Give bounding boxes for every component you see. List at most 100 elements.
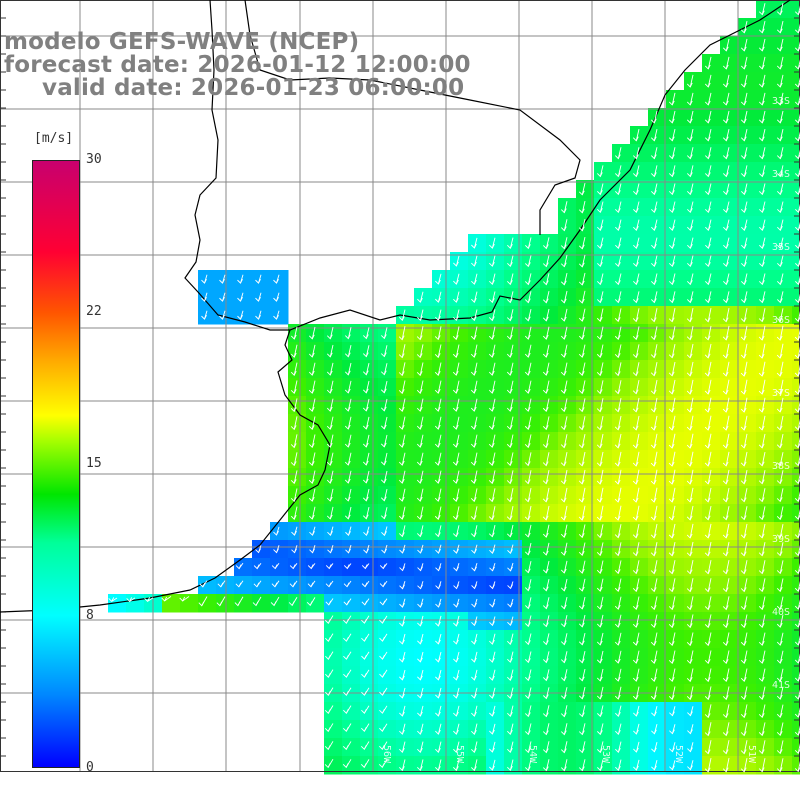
wind-arrow (383, 416, 388, 429)
wind-arrow (707, 128, 712, 141)
wind-arrow-head (290, 407, 297, 413)
wind-arrow-head (668, 677, 675, 683)
wind-arrow-head (542, 586, 549, 592)
wind-speed-cell (720, 252, 739, 271)
wind-speed-cell (558, 540, 577, 559)
wind-arrow-head (777, 226, 783, 231)
wind-speed-cell (594, 504, 613, 523)
wind-speed-cell (468, 522, 487, 541)
wind-arrow-head (669, 711, 675, 717)
wind-speed-cell (522, 666, 541, 685)
wind-arrow (707, 56, 712, 70)
wind-speed-cell (594, 612, 613, 631)
wind-speed-cell (432, 612, 451, 631)
wind-arrow-head (542, 425, 549, 431)
wind-arrow (653, 469, 658, 485)
wind-arrow (473, 362, 478, 376)
wind-arrow-head (596, 586, 603, 592)
wind-speed-cell (378, 378, 397, 397)
wind-speed-cell (576, 630, 595, 649)
wind-arrow-head (417, 621, 423, 627)
wind-speed-cell (792, 252, 800, 271)
wind-arrow-head (435, 279, 441, 285)
wind-arrow-head (453, 748, 459, 753)
wind-arrow-head (722, 64, 729, 70)
wind-arrow (383, 398, 388, 411)
wind-arrow-head (470, 515, 477, 521)
wind-arrow-head (596, 551, 603, 557)
wind-speed-cell (666, 252, 685, 271)
wind-speed-cell (486, 540, 505, 559)
wind-arrow-head (632, 676, 639, 682)
wind-arrow-head (578, 551, 585, 556)
wind-arrow (707, 614, 712, 628)
wind-arrow-head (668, 335, 675, 341)
wind-arrow (671, 668, 676, 682)
title-valid-date: valid date: 2026-01-23 06:00:00 (42, 75, 465, 101)
wind-speed-cell (378, 414, 397, 433)
wind-speed-cell (288, 594, 307, 613)
wind-speed-cell (774, 72, 793, 91)
wind-speed-cell (270, 270, 289, 289)
wind-arrow-head (704, 407, 711, 413)
wind-arrow-head (597, 730, 603, 736)
wind-arrow-head (758, 82, 765, 88)
wind-arrow-head (435, 729, 441, 735)
wind-speed-cell (684, 90, 703, 109)
wind-arrow-head (199, 582, 206, 588)
wind-speed-cell (504, 342, 523, 361)
wind-arrow (707, 397, 712, 413)
wind-speed-cell (198, 288, 217, 307)
wind-arrow-head (722, 425, 729, 431)
wind-arrow (689, 469, 694, 485)
wind-arrow-head (361, 654, 367, 660)
wind-arrow-head (273, 548, 279, 554)
wind-arrow (527, 309, 532, 321)
wind-arrow-head (704, 172, 711, 178)
wind-speed-cell (540, 234, 559, 253)
longitude-label: 54W (527, 745, 538, 764)
wind-speed-cell (792, 342, 800, 361)
wind-arrow (743, 38, 748, 51)
wind-arrow-head (614, 298, 621, 304)
wind-arrow-head (758, 64, 765, 70)
wind-arrow-head (324, 745, 331, 751)
wind-speed-cell (756, 234, 775, 253)
wind-arrow-head (308, 496, 315, 502)
wind-speed-cell (612, 234, 631, 253)
wind-arrow-head (668, 172, 675, 178)
wind-arrow (725, 343, 730, 359)
wind-speed-cell (522, 558, 541, 577)
wind-arrow (779, 92, 784, 106)
wind-arrow-head (740, 298, 747, 304)
wind-speed-cell (612, 648, 631, 667)
wind-arrow-head (379, 654, 385, 660)
wind-arrow (761, 397, 766, 413)
wind-arrow (347, 416, 352, 430)
wind-arrow-head (344, 442, 351, 448)
wind-arrow-head (507, 694, 513, 699)
wind-speed-cell (504, 594, 523, 613)
wind-arrow (563, 542, 568, 556)
wind-arrow (473, 326, 478, 340)
wind-speed-cell (324, 720, 343, 739)
wind-arrow (779, 3, 784, 15)
wind-arrow (689, 614, 694, 628)
wind-arrow-head (398, 335, 405, 341)
wind-arrow (383, 380, 388, 393)
wind-arrow (545, 291, 550, 303)
wind-arrow (527, 344, 532, 358)
wind-arrow (617, 524, 622, 538)
wind-arrow-head (596, 371, 603, 377)
wind-arrow-head (542, 550, 549, 556)
wind-speed-cell (468, 594, 487, 613)
wind-arrow (455, 452, 460, 466)
wind-arrow (779, 308, 784, 322)
wind-arrow-head (453, 548, 459, 554)
wind-arrow-head (417, 584, 423, 590)
wind-speed-cell (612, 180, 631, 199)
wind-arrow (293, 398, 298, 412)
wind-arrow (491, 452, 496, 466)
wind-arrow-head (471, 548, 477, 554)
wind-arrow (743, 92, 748, 106)
